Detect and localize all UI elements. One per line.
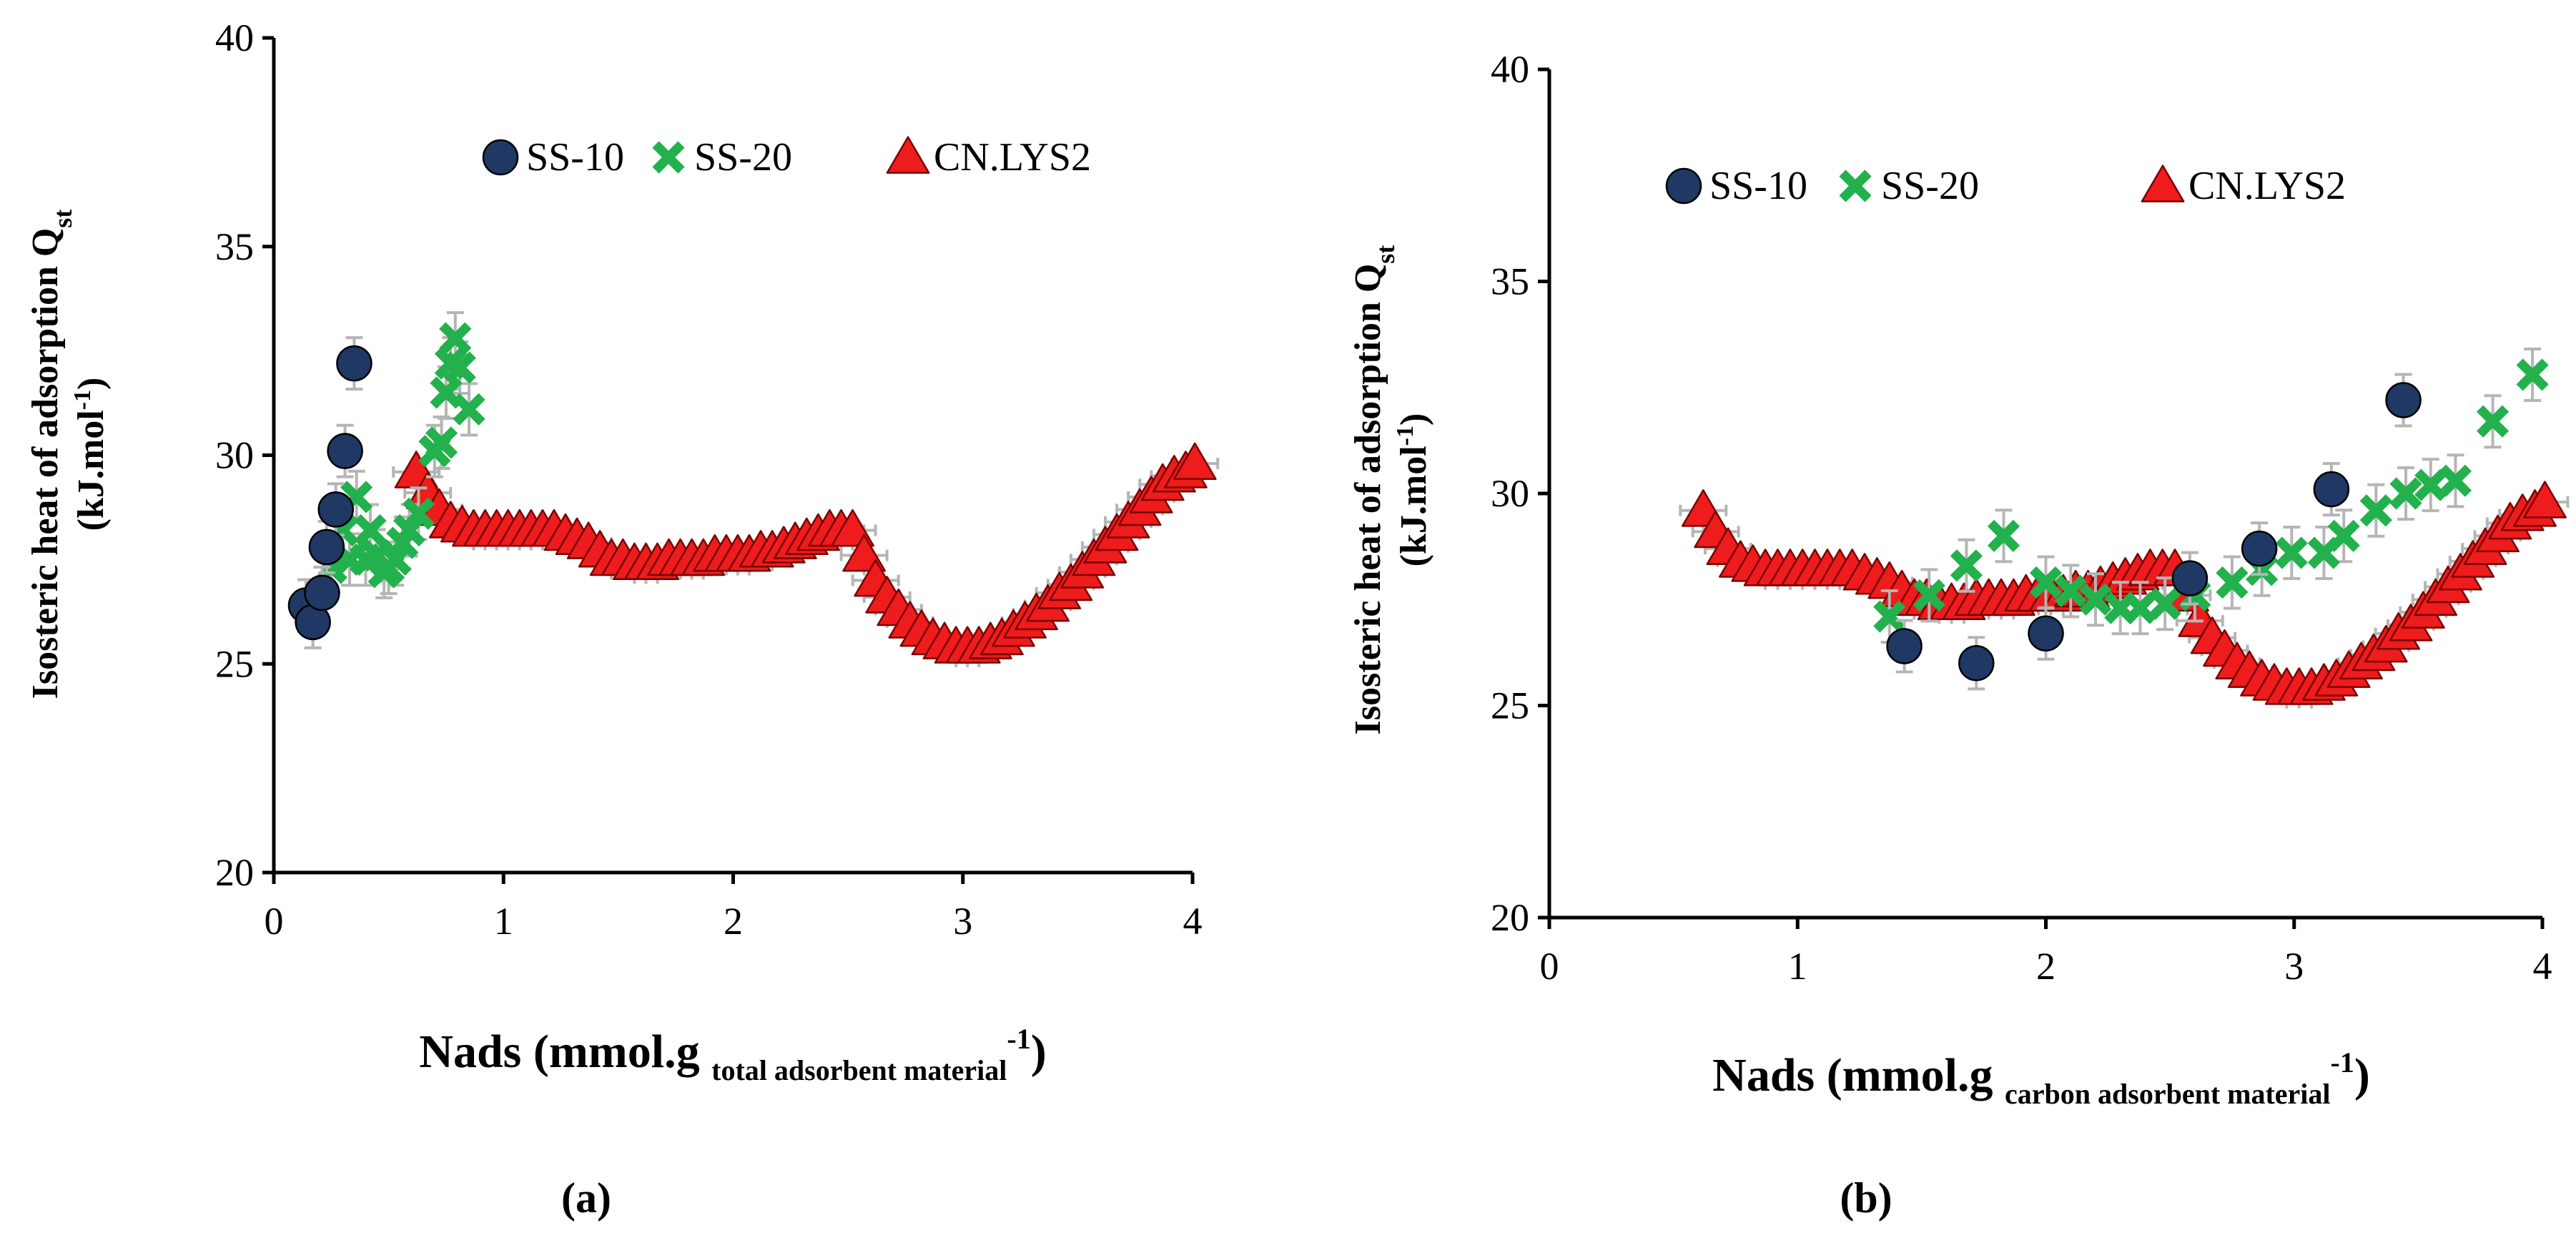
- data-point-SS-10: [2313, 471, 2350, 508]
- y-tick-label: 25: [1491, 684, 1529, 727]
- data-point-CN.LYS2: [1173, 442, 1217, 481]
- x-axis-label-suffix: ): [1031, 1026, 1047, 1078]
- legend-label-CN.LYS2: CN.LYS2: [2188, 164, 2346, 208]
- data-point-SS-20: [2414, 468, 2447, 501]
- legend-label-CN.LYS2: CN.LYS2: [934, 135, 1091, 180]
- data-point-SS-10: [1886, 628, 1923, 664]
- legend-marker-SS-20: [652, 141, 685, 174]
- data-point-SS-20: [2439, 464, 2472, 497]
- y-axis-title-sub: st: [49, 210, 77, 228]
- series-SS-10: [287, 336, 372, 649]
- legend: SS-10 SS-20 CN.LYS2: [1665, 164, 2346, 208]
- legend-label-SS-20: SS-20: [1881, 164, 1979, 208]
- data-point-SS-10: [327, 433, 363, 469]
- x-axis-label-sup: -1: [1007, 1023, 1030, 1055]
- x-tick-label: 1: [1788, 945, 1807, 988]
- data-point-CN.LYS2: [2523, 481, 2567, 519]
- data-point-SS-20: [453, 393, 485, 426]
- data-point-SS-10: [2241, 530, 2278, 567]
- y-axis-unit-sup: -1: [69, 390, 96, 410]
- data-point-SS-20: [2148, 587, 2181, 620]
- data-point-SS-20: [439, 322, 472, 355]
- legend-marker-SS-20: [1839, 170, 1872, 202]
- data-point-SS-10: [2385, 382, 2422, 418]
- data-point-SS-20: [354, 514, 387, 547]
- y-axis-unit: (kJ.mol-1): [69, 378, 112, 531]
- data-point-SS-20: [2359, 494, 2392, 527]
- data-point-SS-20: [1987, 519, 2020, 552]
- x-tick-label: 3: [953, 900, 972, 943]
- x-tick-label: 2: [2036, 945, 2056, 988]
- legend-marker-SS-10: [482, 139, 519, 176]
- series-SS-10: [1886, 373, 2422, 691]
- data-point-SS-10: [1958, 644, 1995, 682]
- data-point-SS-20: [402, 497, 435, 530]
- data-point-SS-20: [1873, 600, 1906, 633]
- series-CN.LYS2: [392, 442, 1220, 667]
- x-tick-label: 3: [2284, 945, 2304, 988]
- x-axis-label-sub: total adsorbent material: [711, 1054, 1007, 1086]
- data-point-SS-20: [2389, 477, 2422, 510]
- data-point-SS-20: [2079, 583, 2112, 616]
- x-tick-label: 4: [2533, 945, 2552, 988]
- y-tick-label: 40: [1491, 48, 1529, 91]
- x-tick-label: 4: [1183, 900, 1203, 943]
- data-point-SS-20: [2476, 405, 2510, 438]
- legend: SS-10 SS-20 CN.LYS2: [482, 135, 1091, 180]
- data-point-SS-20: [2054, 574, 2087, 607]
- legend-marker-SS-10: [1665, 167, 1702, 205]
- legend-label-SS-10: SS-10: [1709, 164, 1807, 208]
- y-tick-label: 30: [215, 434, 254, 477]
- x-axis-label-suffix: ): [2354, 1049, 2370, 1101]
- y-tick-label: 25: [215, 642, 254, 685]
- y-axis-unit-suffix: ): [71, 378, 112, 390]
- data-point-SS-20: [425, 426, 458, 459]
- legend-marker-CN.LYS2: [2141, 164, 2185, 202]
- y-axis-unit-sup: -1: [1392, 426, 1418, 446]
- y-axis-title-sub: st: [1371, 245, 1400, 264]
- series-SS-20: [1873, 347, 2549, 644]
- legend-label-SS-10: SS-10: [526, 135, 624, 180]
- data-point-SS-20: [443, 351, 476, 384]
- y-tick-label: 20: [215, 851, 254, 894]
- data-point-SS-10: [304, 574, 340, 611]
- y-tick-label: 35: [1491, 260, 1529, 303]
- data-point-SS-20: [2275, 536, 2308, 569]
- data-point-SS-20: [2516, 358, 2549, 391]
- y-axis-unit-suffix: ): [1393, 413, 1434, 426]
- data-point-SS-10: [2028, 615, 2064, 652]
- x-tick-label: 1: [494, 900, 513, 943]
- x-axis-label-sup: -1: [2331, 1046, 2354, 1079]
- data-point-SS-20: [2216, 566, 2249, 599]
- panel-caption: (a): [561, 1174, 611, 1222]
- data-point-SS-10: [308, 529, 345, 566]
- legend-marker-CN.LYS2: [886, 136, 930, 174]
- x-tick-label: 0: [1540, 945, 1559, 988]
- x-axis-label-sub: carbon adsorbent material: [2005, 1078, 2331, 1110]
- y-tick-label: 20: [1491, 896, 1529, 939]
- data-point-SS-10: [317, 491, 354, 528]
- data-point-SS-20: [2123, 591, 2157, 624]
- data-point-SS-20: [2327, 519, 2360, 552]
- data-point-SS-10: [2171, 560, 2209, 596]
- y-tick-label: 35: [215, 225, 254, 268]
- data-point-SS-20: [393, 514, 426, 547]
- y-tick-label: 30: [1491, 472, 1529, 515]
- panel-caption: (b): [1840, 1174, 1892, 1222]
- x-tick-label: 2: [724, 900, 743, 943]
- data-point-SS-20: [1913, 579, 1945, 611]
- y-tick-label: 40: [215, 16, 254, 59]
- data-point-SS-10: [336, 345, 372, 382]
- x-tick-label: 0: [265, 900, 284, 943]
- data-point-SS-20: [2029, 566, 2063, 599]
- data-point-SS-20: [1950, 549, 1983, 582]
- legend-label-SS-20: SS-20: [694, 135, 792, 180]
